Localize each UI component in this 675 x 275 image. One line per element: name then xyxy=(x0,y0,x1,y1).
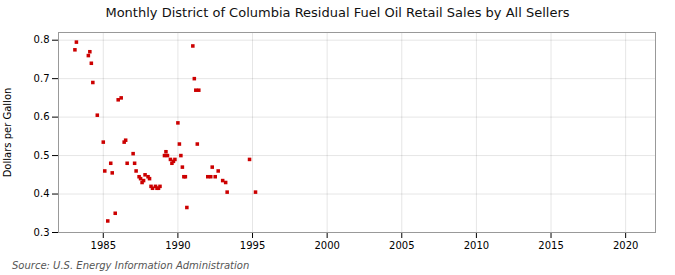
svg-text:0.8: 0.8 xyxy=(34,34,50,45)
html-text:Monthly District of Columbia R: Monthly District of Columbia Residual Fu… xyxy=(105,5,570,20)
svg-text:0.7: 0.7 xyxy=(34,73,50,84)
svg-text:0.4: 0.4 xyxy=(34,188,50,199)
svg-text:2020: 2020 xyxy=(613,240,638,251)
svg-text:2000: 2000 xyxy=(314,240,339,251)
svg-text:2005: 2005 xyxy=(389,240,414,251)
svg-text:1985: 1985 xyxy=(91,240,116,251)
svg-text:0.3: 0.3 xyxy=(34,227,50,238)
svg-text:0.5: 0.5 xyxy=(34,150,50,161)
svg-text:1990: 1990 xyxy=(165,240,190,251)
svg-text:Dollars per Gallon: Dollars per Gallon xyxy=(2,88,13,178)
svg-text:2010: 2010 xyxy=(464,240,489,251)
svg-text:1995: 1995 xyxy=(240,240,265,251)
svg-text:2015: 2015 xyxy=(538,240,563,251)
svg-text:0.6: 0.6 xyxy=(34,111,50,122)
html-text:Source: U.S. Energy Informatio: Source: U.S. Energy Information Administ… xyxy=(12,260,250,271)
